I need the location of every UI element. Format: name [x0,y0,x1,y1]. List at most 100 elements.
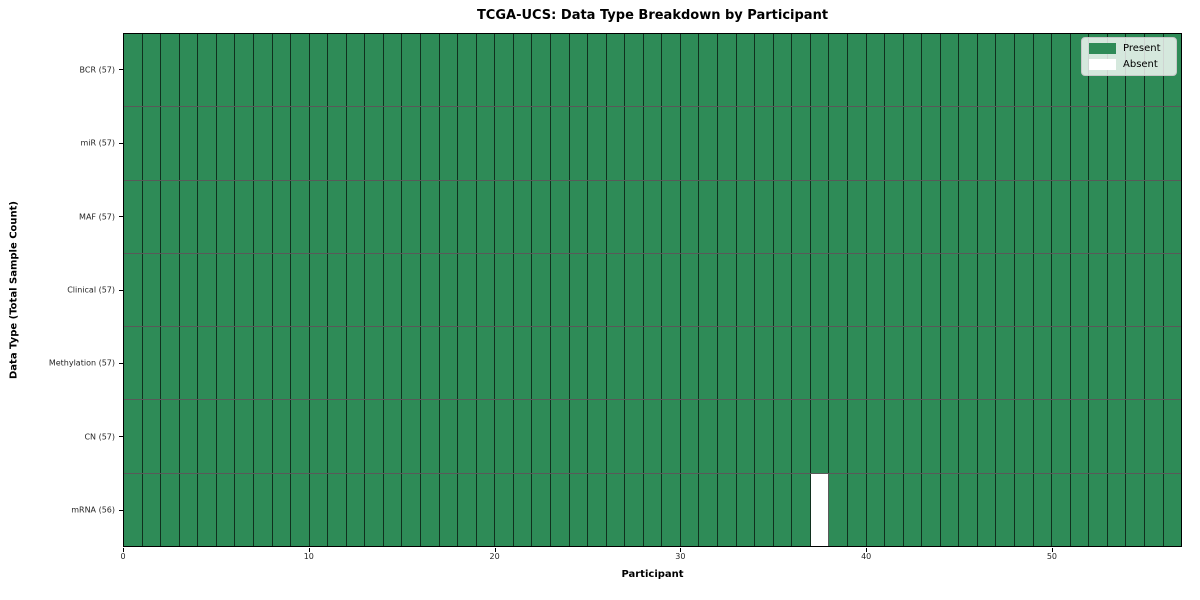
heatmap-cell [476,400,496,473]
heatmap-cell [198,180,217,253]
heatmap-cell [291,473,310,546]
heatmap-cell [1015,327,1034,400]
heatmap-cell [1107,400,1127,473]
heatmap-cell [625,180,644,253]
heatmap-cell [1163,400,1182,473]
heatmap-cell [1163,327,1182,400]
heatmap-cell [718,107,737,180]
heatmap-cell [253,473,273,546]
heatmap-cell [235,400,254,473]
heatmap-cell [996,327,1015,400]
heatmap-cell [680,327,700,400]
heatmap-cell [179,473,199,546]
heatmap-cell [142,107,162,180]
heatmap-cell [550,473,570,546]
heatmap-cell [773,327,793,400]
heatmap-cell [699,34,718,107]
heatmap-cell [476,473,496,546]
heatmap-cell [1107,327,1127,400]
heatmap-cell [755,473,774,546]
x-tick-label: 0 [120,552,126,561]
heatmap-cell [940,180,960,253]
heatmap-cell [309,34,329,107]
heatmap-cell [996,253,1015,327]
y-tick-mark [119,509,123,511]
heatmap-cell [662,107,681,180]
heatmap-cell [142,400,162,473]
heatmap-cell [606,473,626,546]
heatmap-cell [903,180,923,253]
y-tick-mark [119,289,123,291]
heatmap-cell [625,473,644,546]
heatmap-cell [1126,327,1145,400]
heatmap-cell [365,34,384,107]
heatmap-cell [773,180,793,253]
heatmap-cell [810,400,830,473]
heatmap-cell [588,473,607,546]
heatmap-cell [346,107,366,180]
heatmap-cell [309,180,329,253]
heatmap-cell [161,253,180,327]
heatmap-cell [959,253,978,327]
heatmap-cell [847,473,867,546]
heatmap-cell [476,180,496,253]
heatmap-cell [718,473,737,546]
heatmap-cell [532,34,551,107]
heatmap-cell [124,34,143,107]
heatmap-cell [365,253,384,327]
heatmap-cell [346,327,366,400]
heatmap-cell [903,327,923,400]
heatmap-cell [216,400,236,473]
heatmap-cell [383,253,403,327]
heatmap-cell [235,107,254,180]
y-tick-label: CN (57) [84,432,115,442]
x-tick-mark [123,548,124,552]
heatmap-cell [291,400,310,473]
heatmap-cell [291,253,310,327]
heatmap-cell [569,107,589,180]
heatmap-cell [124,473,143,546]
heatmap-cell [291,107,310,180]
x-tick-labels: 0 10 20 30 40 50 [120,552,1182,564]
heatmap-cell [885,180,904,253]
x-axis-label: Participant [621,569,684,580]
heatmap-cell [829,253,848,327]
heatmap-cell [977,34,997,107]
heatmap-cell [792,34,811,107]
heatmap-cell [643,253,663,327]
heatmap-cell [161,400,180,473]
y-tick-marks [119,33,123,547]
heatmap-cell [755,180,774,253]
heatmap-cell [253,400,273,473]
heatmap-cell [1144,253,1164,327]
heatmap-cell [1107,180,1127,253]
heatmap-cell [606,107,626,180]
heatmap-cell [773,473,793,546]
heatmap-cell [1015,34,1034,107]
heatmap-cell [402,327,421,400]
heatmap-cell [550,107,570,180]
heatmap-cell [922,180,941,253]
heatmap-cell [309,400,329,473]
heatmap-cell [1015,400,1034,473]
heatmap-cell [216,180,236,253]
heatmap-cell [1052,180,1071,253]
heatmap-cell [216,34,236,107]
heatmap-cell [532,327,551,400]
heatmap-cell [810,107,830,180]
heatmap-cell [179,180,199,253]
heatmap-cell [903,253,923,327]
heatmap-cell [755,400,774,473]
heatmap-cell [606,253,626,327]
heatmap-cell [866,253,886,327]
heatmap-cell [792,253,811,327]
heatmap-cell [959,107,978,180]
heatmap-cell [142,327,162,400]
heatmap-cell [439,180,459,253]
heatmap-cell [179,400,199,473]
heatmap-cell [1033,473,1053,546]
heatmap-cell [550,34,570,107]
heatmap-cell [550,180,570,253]
y-tick-label: BCR (57) [79,65,115,75]
heatmap-cell [885,400,904,473]
